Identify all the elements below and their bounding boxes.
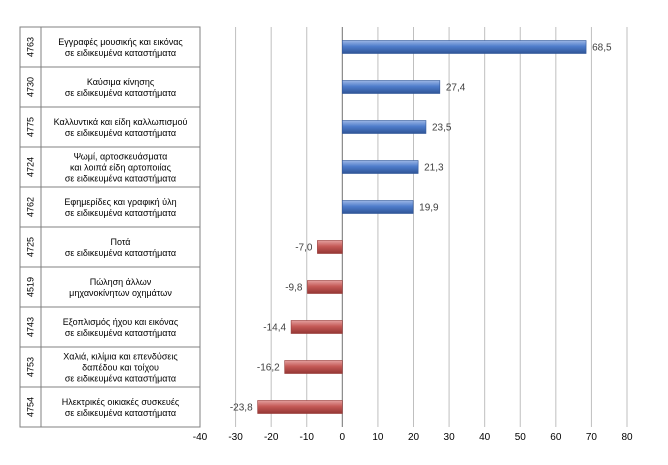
x-tick-label: 80 (621, 432, 633, 443)
category-label: Ποτά (110, 237, 130, 247)
data-label: 23,5 (432, 123, 452, 134)
category-code: 4730 (26, 77, 36, 97)
x-tick-label: 0 (340, 432, 346, 443)
x-tick-label: 50 (515, 432, 527, 443)
data-label: -14,4 (263, 323, 286, 334)
x-tick-label: 30 (444, 432, 456, 443)
data-label: -16,2 (257, 363, 280, 374)
category-code: 4754 (26, 397, 36, 417)
data-label: 68,5 (592, 43, 612, 54)
category-label: Καύσιμα κίνησης (87, 77, 155, 87)
x-axis-ticks: -40 -30 -20 -10 0 10 20 30 40 50 60 70 80 (193, 432, 633, 443)
category-code: 4763 (26, 37, 36, 57)
category-label: σε ειδικευμένα καταστήματα (65, 128, 176, 138)
category-label: και λοιπά είδη αρτοποιίας (70, 163, 172, 173)
category-label: σε ειδικευμένα καταστήματα (65, 408, 176, 418)
bars (257, 40, 587, 414)
data-label: -23,8 (230, 403, 253, 414)
bar (307, 280, 343, 294)
data-label: -9,8 (285, 283, 303, 294)
bar (284, 360, 343, 374)
category-label: Εξοπλισμός ήχου και εικόνας (63, 317, 179, 327)
x-tick-label: 60 (550, 432, 562, 443)
category-code: 4724 (26, 157, 36, 177)
category-label: σε ειδικευμένα καταστήματα (65, 88, 176, 98)
category-label: Εγγραφές μουσικής και εικόνας (58, 37, 183, 47)
bar (342, 200, 414, 214)
category-label: σε ειδικευμένα καταστήματα (65, 374, 176, 384)
category-code: 4519 (26, 277, 36, 297)
category-label: Χαλιά, κιλίμια και επενδύσεις (63, 352, 178, 362)
x-tick-label: 10 (372, 432, 384, 443)
data-label: -7,0 (295, 243, 313, 254)
category-label: Εφημερίδες και γραφική ύλη (64, 197, 176, 207)
category-label: Ηλεκτρικές οικιακές συσκευές (62, 397, 180, 407)
category-label: μηχανοκίνητων οχημάτων (69, 288, 172, 298)
category-code: 4725 (26, 237, 36, 257)
x-tick-label: 70 (586, 432, 598, 443)
category-label: Καλλυντικά και είδη καλλωπισμού (54, 117, 188, 127)
x-tick-label: -10 (300, 432, 315, 443)
bar (342, 120, 427, 134)
x-tick-label: -30 (228, 432, 243, 443)
data-label: 19,9 (419, 203, 439, 214)
category-label: Πώληση άλλων (90, 277, 152, 287)
category-label: Ψωμί, αρτοσκευάσματα (74, 152, 168, 162)
category-code: 4775 (26, 117, 36, 137)
data-labels: 68,5 27,4 23,5 21,3 19,9 -7,0 -9,8 -14,4 -16,2 -2… (230, 43, 612, 414)
bar (257, 400, 343, 414)
bar (290, 320, 343, 334)
x-tick-label: 20 (408, 432, 420, 443)
category-code: 4762 (26, 197, 36, 217)
x-tick-label: -40 (193, 432, 208, 443)
category-label: σε ειδικευμένα καταστήματα (65, 48, 176, 58)
category-label: σε ειδικευμένα καταστήματα (65, 248, 176, 258)
category-label: δαπέδου και τοίχου (82, 363, 159, 373)
x-tick-label: -20 (264, 432, 279, 443)
bar (342, 160, 419, 174)
category-code: 4753 (26, 357, 36, 377)
category-label: σε ειδικευμένα καταστήματα (65, 174, 176, 184)
category-label: σε ειδικευμένα καταστήματα (65, 328, 176, 338)
category-label: σε ειδικευμένα καταστήματα (65, 208, 176, 218)
data-label: 27,4 (446, 83, 466, 94)
bar (342, 80, 441, 94)
x-tick-label: 40 (479, 432, 491, 443)
data-label: 21,3 (424, 163, 444, 174)
category-code: 4743 (26, 317, 36, 337)
bar (317, 240, 343, 254)
bar (342, 40, 587, 54)
